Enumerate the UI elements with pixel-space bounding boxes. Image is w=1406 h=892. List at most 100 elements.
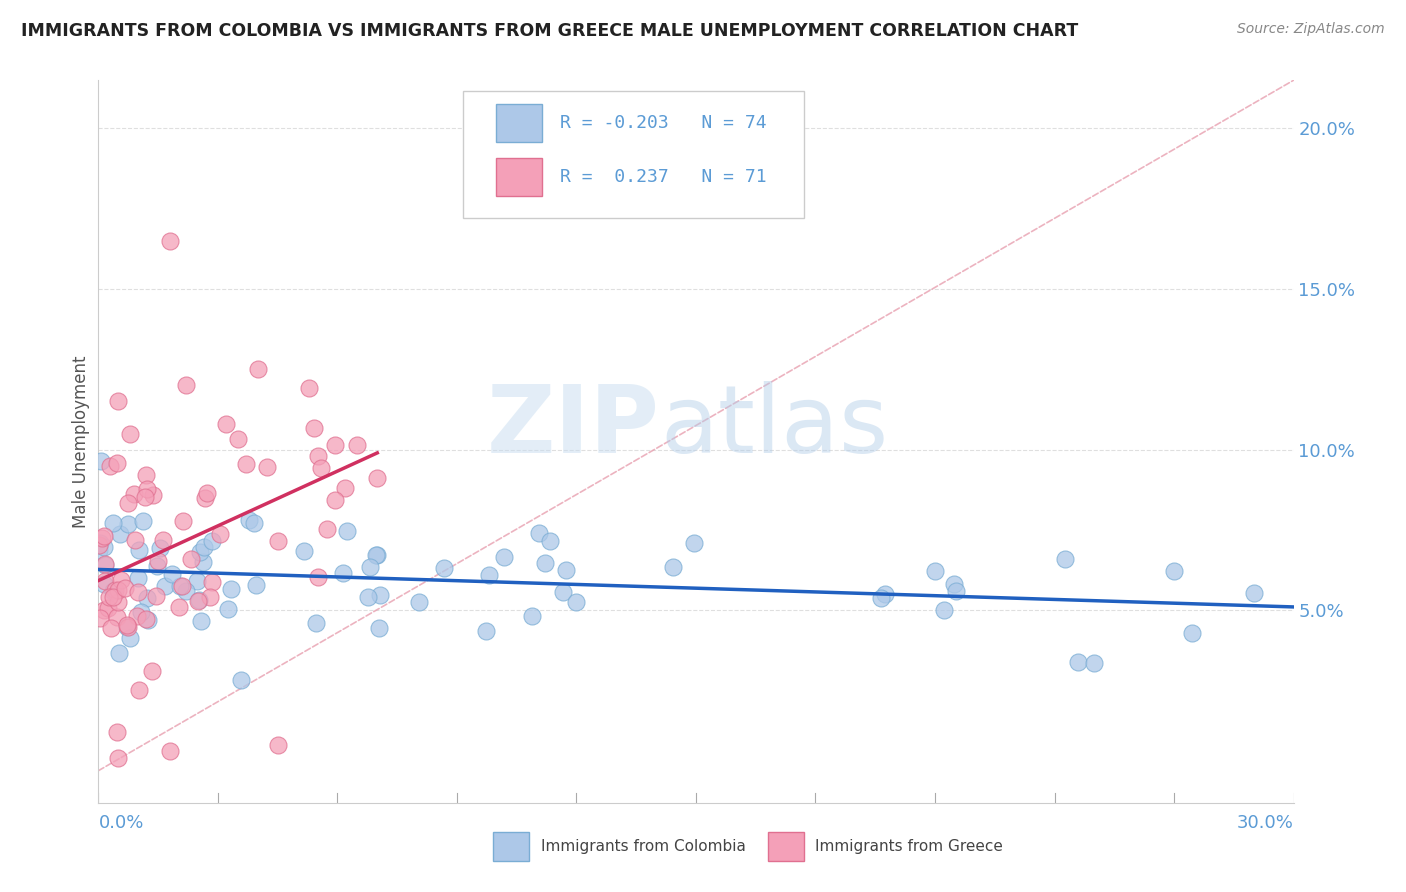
Y-axis label: Male Unemployment: Male Unemployment (72, 355, 90, 528)
Point (93, 602, 115, 616)
Point (94, 574, 117, 588)
Point (107, 751, 129, 765)
Point (115, 619, 138, 633)
Point (366, 471, 388, 485)
Point (217, 601, 239, 615)
Point (292, 543, 315, 558)
Point (683, 536, 706, 550)
Text: atlas: atlas (661, 381, 889, 473)
Point (107, 595, 129, 609)
Point (256, 459, 278, 474)
Point (1181, 626, 1204, 640)
Point (201, 534, 224, 549)
FancyBboxPatch shape (463, 91, 804, 218)
Point (219, 582, 242, 597)
Point (336, 524, 359, 538)
Point (555, 563, 578, 577)
Point (187, 594, 209, 608)
Point (97, 601, 120, 615)
Point (174, 583, 197, 598)
Text: IMMIGRANTS FROM COLOMBIA VS IMMIGRANTS FROM GREECE MALE UNEMPLOYMENT CORRELATION: IMMIGRANTS FROM COLOMBIA VS IMMIGRANTS F… (21, 22, 1078, 40)
Point (357, 590, 380, 604)
Point (169, 579, 191, 593)
Point (1243, 586, 1265, 600)
Bar (496, 158, 541, 196)
Point (208, 526, 231, 541)
Point (302, 421, 325, 435)
Point (323, 438, 346, 452)
Point (136, 483, 159, 497)
Point (120, 426, 142, 441)
Point (87, 543, 110, 558)
Point (153, 579, 176, 593)
Point (180, 551, 202, 566)
Text: R = -0.203   N = 74: R = -0.203 N = 74 (560, 114, 766, 132)
Point (136, 614, 159, 628)
Point (104, 582, 127, 597)
Point (142, 488, 165, 502)
Point (551, 585, 574, 599)
Text: 30.0%: 30.0% (1237, 814, 1294, 832)
Point (238, 513, 260, 527)
Point (93, 529, 115, 543)
Point (128, 543, 150, 558)
Point (190, 614, 212, 628)
Point (107, 394, 129, 409)
Point (159, 744, 181, 758)
Bar (768, 831, 804, 861)
Point (120, 631, 142, 645)
Point (135, 612, 157, 626)
Point (186, 574, 208, 588)
Point (1163, 564, 1185, 578)
Point (107, 582, 129, 597)
Point (565, 595, 588, 609)
Point (100, 621, 122, 635)
Point (145, 558, 167, 573)
Point (94, 557, 117, 571)
Point (538, 534, 561, 549)
Point (408, 595, 430, 609)
Point (122, 486, 145, 500)
Point (93, 558, 115, 572)
Point (101, 584, 124, 599)
Point (125, 609, 148, 624)
Point (108, 526, 131, 541)
Point (91, 531, 114, 545)
Point (494, 549, 516, 564)
Point (152, 533, 174, 548)
Point (148, 554, 170, 568)
Point (366, 548, 388, 562)
Point (141, 665, 163, 679)
Point (167, 599, 190, 614)
Text: Immigrants from Greece: Immigrants from Greece (815, 838, 1004, 854)
Point (93, 540, 115, 554)
Text: Source: ZipAtlas.com: Source: ZipAtlas.com (1237, 22, 1385, 37)
Point (215, 417, 238, 431)
Point (245, 578, 267, 592)
Point (267, 533, 290, 548)
Point (98, 458, 122, 473)
Point (198, 590, 221, 604)
Point (346, 438, 368, 452)
Point (193, 541, 215, 555)
Point (117, 516, 139, 531)
Point (159, 234, 181, 248)
Point (132, 514, 155, 528)
Point (187, 593, 209, 607)
Point (93, 577, 115, 591)
Point (307, 449, 329, 463)
Point (145, 589, 167, 603)
Point (162, 567, 184, 582)
Point (195, 485, 218, 500)
Bar (496, 104, 541, 142)
Point (127, 584, 149, 599)
Point (174, 378, 197, 392)
Point (226, 432, 249, 446)
Point (235, 457, 257, 471)
Point (359, 559, 381, 574)
Point (89, 536, 111, 550)
Point (134, 490, 156, 504)
Point (475, 624, 498, 639)
Point (520, 609, 543, 624)
Point (932, 603, 955, 617)
